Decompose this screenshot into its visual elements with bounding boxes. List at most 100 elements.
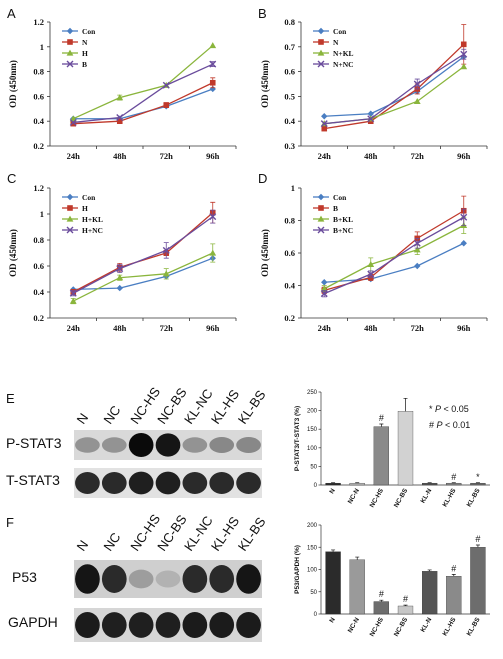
blot-band [75,437,100,452]
legend-label: B [82,60,87,69]
y-tick-label: 100 [307,446,318,452]
lane-label: N [74,537,92,553]
y-tick-label: 0.4 [284,116,295,126]
blot-band [156,612,181,638]
x-tick-label: 48h [113,151,127,161]
y-tick-label: 0.4 [284,281,295,291]
y-tick-label: 0.8 [284,216,295,226]
p-threshold: < 0.05 [441,404,469,414]
blot-band [102,565,127,593]
x-tick-label: KL-BS [466,616,482,637]
y-tick-label: 150 [307,427,318,433]
x-tick-label: 96h [206,151,220,161]
y-axis-label: OD (450nm) [260,60,270,108]
blot-band [236,612,261,638]
blot-band [102,472,127,494]
y-axis-label: OD (450nm) [8,229,18,277]
data-point [414,263,420,269]
y-tick-label: 1 [291,183,295,193]
panel-letter-a: A [7,6,16,21]
x-tick-label: 96h [457,151,471,161]
y-tick-label: 1.2 [33,17,44,27]
legend-marker [318,39,324,45]
x-tick-label: KL-N [420,616,434,633]
x-tick-label: NC-HS [369,487,386,509]
bar [470,547,485,614]
p-value-legend: # P < 0.01 [429,420,470,430]
y-tick-label: 200 [307,523,318,529]
x-tick-label: 24h [67,151,81,161]
x-tick-label: 48h [364,151,378,161]
x-tick-label: KL-HS [442,487,458,508]
legend-label: H+KL [82,215,103,224]
blot-e-bands [74,430,262,498]
bar [350,483,365,485]
x-tick-label: 24h [318,151,332,161]
x-tick-label: KL-BS [466,487,482,508]
bar [446,483,461,485]
p-threshold: < 0.01 [443,420,471,430]
lane-label: KL-BS [235,387,269,427]
panel-letter-b: B [258,6,267,21]
y-axis-label: OD (450nm) [8,60,18,108]
legend-label: N+KL [333,49,354,58]
y-tick-label: 200 [307,409,318,415]
blot-band [236,564,261,594]
y-tick-label: 0.3 [284,141,295,151]
lane-label: KL-BS [235,514,269,554]
series-line [73,213,213,292]
x-tick-label: 72h [160,151,174,161]
error-bar [379,600,383,601]
significance-mark: # [451,472,456,482]
panel-letter-e: E [6,391,15,406]
legend-marker [318,194,324,200]
p-value-legend: * P < 0.05 [429,404,469,414]
x-tick-label: 72h [160,323,174,333]
panel-letter-c: C [7,171,16,186]
p-symbol: # [429,420,437,430]
x-tick-label: KL-N [420,487,434,504]
data-point [461,240,467,246]
x-tick-label: KL-HS [442,616,458,637]
data-point [461,42,467,48]
data-point [209,250,216,256]
significance-mark: # [403,594,408,604]
y-axis-label: P53/GAPDH (%) [294,545,301,594]
series-line [73,83,213,124]
y-tick-label: 1 [40,42,44,52]
legend-marker [67,28,73,34]
data-point [321,126,327,132]
x-tick-label: NC-N [347,487,361,505]
legend-label: N [333,38,339,47]
bar [398,411,413,485]
y-tick-label: 0.2 [284,313,295,323]
blot-band [75,564,100,594]
legend-label: Con [333,193,347,202]
significance-mark: # [475,534,480,544]
panel-letter-d: D [258,171,267,186]
blot-band [156,570,181,587]
lane-label: NC [100,403,123,427]
data-point [210,80,216,86]
blot-band [209,472,234,494]
legend-marker [318,28,324,34]
blot-band [209,437,234,453]
x-tick-label: NC-HS [369,616,386,638]
y-tick-label: 0.5 [284,91,295,101]
x-tick-label: 96h [457,323,471,333]
x-tick-label: N [328,487,337,495]
panel-letter-f: F [6,515,14,530]
blot-band [209,612,234,638]
series-line [73,46,213,119]
y-tick-label: 0.8 [33,67,44,77]
y-tick-label: 50 [310,590,317,596]
error-bar [476,545,480,547]
blot-band [236,437,261,453]
blot-band [75,472,100,494]
